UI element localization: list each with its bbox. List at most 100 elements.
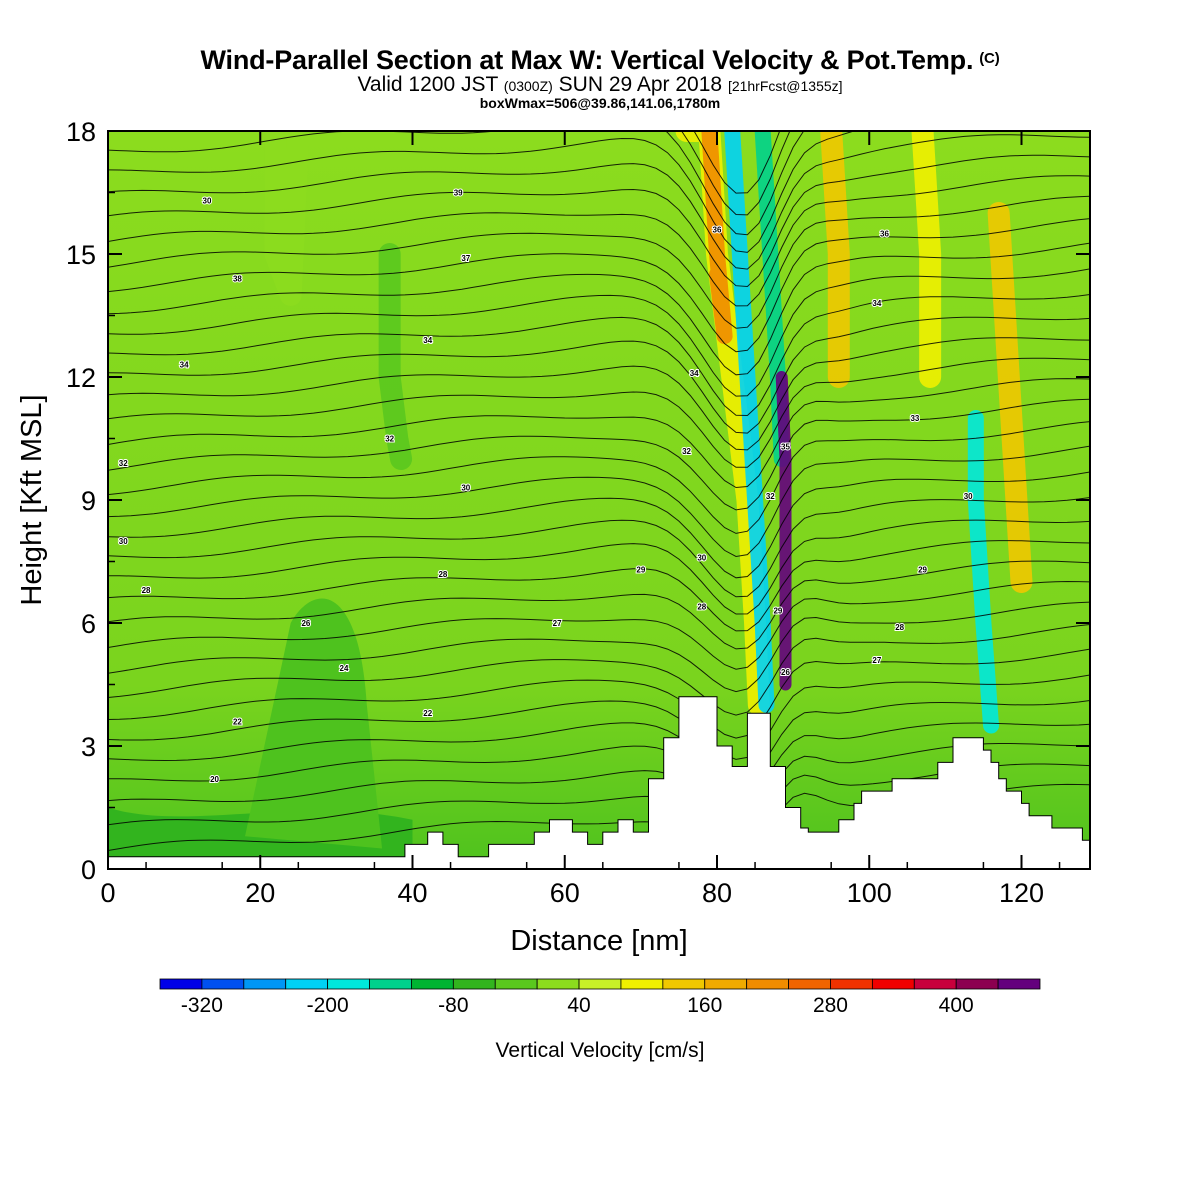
isotherm-line — [108, 674, 1090, 760]
colorbar-swatch — [871, 978, 915, 990]
colorbar-swatch — [997, 978, 1041, 990]
velocity-ridge-8 — [911, 131, 942, 388]
velocity-ridge-0 — [264, 131, 310, 306]
isotherm-label: 37 — [461, 254, 470, 263]
box-info: boxWmax=506@39.86,141.06,1780m — [479, 95, 721, 111]
velocity-ridge-7 — [820, 131, 850, 388]
isotherm-label: 34 — [872, 299, 881, 308]
colorbar-swatch — [536, 978, 580, 990]
isotherm-label: 28 — [895, 623, 904, 632]
isotherm-line — [108, 540, 1090, 632]
colorbar-swatch — [955, 978, 999, 990]
isotherm-label: 32 — [682, 447, 691, 456]
valid-prefix: Valid 1200 JST — [357, 73, 498, 96]
isotherm-line — [108, 268, 1090, 397]
isotherm-line — [108, 218, 1090, 353]
chart-title-text: Wind-Parallel Section at Max W: Vertical… — [200, 45, 974, 75]
isotherm-label: 38 — [233, 275, 242, 284]
isotherm-line — [108, 763, 1090, 832]
colorbar-swatch — [243, 978, 287, 990]
isotherm-line — [108, 471, 1090, 579]
isotherm-line — [108, 624, 1090, 716]
forecast-info: [21hrFcst@1355z] — [727, 78, 843, 94]
isotherm-line — [108, 357, 1090, 468]
title-block: Wind-Parallel Section at Max W: Vertical… — [0, 44, 1200, 110]
x-axis-label: Distance [nm] — [510, 925, 687, 957]
isotherm-line — [108, 131, 856, 253]
isotherm-label: 28 — [438, 570, 447, 579]
colorbar-tick-label: -80 — [438, 994, 468, 1017]
isotherm-line — [108, 648, 1090, 739]
velocity-ridge-3 — [701, 131, 733, 344]
isotherm-label: 24 — [340, 664, 349, 673]
isotherm-label: 34 — [423, 336, 432, 345]
x-tick-label: 20 — [245, 878, 275, 908]
isotherm-line — [108, 154, 1090, 288]
x-tick-label: 100 — [847, 878, 892, 908]
terrain-mask — [108, 696, 1090, 869]
colorbar-swatch — [159, 978, 203, 990]
colorbar-swatch — [620, 978, 664, 990]
isotherm-label: 36 — [713, 225, 722, 234]
isotherm-line — [108, 242, 1090, 376]
y-tick-label: 12 — [66, 363, 96, 393]
colorbar-tick-label: -200 — [307, 994, 349, 1017]
isotherm-label: 30 — [697, 553, 706, 562]
isotherm-line — [108, 421, 1090, 534]
colorbar-swatch — [788, 978, 831, 990]
copyright-mark: (C) — [979, 50, 1000, 67]
isotherm-label: 27 — [872, 656, 881, 665]
isotherm-line — [108, 195, 1090, 329]
colorbar-swatch — [369, 978, 412, 990]
valid-time-line: Valid 1200 JST (0300Z) SUN 29 Apr 2018 [… — [0, 73, 1200, 96]
isotherm-label: 22 — [423, 709, 432, 718]
colorbar-swatch — [913, 978, 957, 990]
y-tick-label: 3 — [81, 732, 96, 762]
colorbar-tick-label: -320 — [181, 994, 223, 1017]
isotherm-label: 30 — [461, 484, 470, 493]
isotherm-label: 22 — [233, 717, 242, 726]
isotherm-label: 20 — [210, 775, 219, 784]
isotherm-label: 30 — [203, 197, 212, 206]
isotherm-labels: 30 38 34 32 30 28 26 24 22 20 39 37 34 32 30 28 22 27 29 36… — [118, 188, 974, 785]
x-tick-label: 60 — [550, 878, 580, 908]
x-tick-label: 80 — [702, 878, 732, 908]
low-level-lobe — [245, 598, 383, 849]
colorbar-swatch — [494, 978, 538, 990]
colorbar-swatch — [746, 978, 789, 990]
valid-date: SUN 29 Apr 2018 — [558, 73, 723, 96]
isotherm-label: 34 — [690, 369, 699, 378]
colorbar-label: Vertical Velocity [cm/s] — [496, 1039, 705, 1062]
isotherm-line — [108, 316, 1090, 434]
colorbar: -320 -200 -80 40 160 280 400 — [159, 978, 1041, 1017]
isotherm-line — [108, 337, 1090, 451]
x-tick-label: 120 — [999, 878, 1044, 908]
isotherm-line — [108, 378, 1090, 489]
x-axis: 0 20 40 60 80 100 120 — [100, 131, 1061, 908]
isotherm-label: 36 — [880, 230, 889, 239]
colorbar-swatch — [704, 978, 748, 990]
isotherm-label: 28 — [142, 586, 151, 595]
isotherm-label: 39 — [454, 189, 463, 198]
isotherm-label: 26 — [781, 668, 790, 677]
colorbar-tick-label: 40 — [567, 994, 590, 1017]
velocity-ridge-9 — [967, 410, 1000, 734]
isotherm-line — [108, 560, 1090, 650]
isotherm-label: 29 — [773, 607, 782, 616]
isotherm-line — [108, 519, 1090, 615]
velocity-ridge-10 — [987, 202, 1033, 593]
colorbar-swatch — [285, 978, 329, 990]
colorbar-swatch — [578, 978, 622, 990]
isotherm-line — [108, 445, 1090, 558]
isotherm-label: 35 — [781, 443, 790, 452]
isotherm-line — [108, 700, 1090, 779]
y-tick-label: 9 — [81, 486, 96, 516]
y-tick-label: 6 — [81, 609, 96, 639]
isotherm-line — [108, 580, 1090, 670]
isotherm-line — [108, 175, 1090, 307]
colorbar-swatch — [452, 978, 496, 990]
isotherm-line — [108, 398, 1090, 511]
y-tick-label: 18 — [66, 117, 96, 147]
